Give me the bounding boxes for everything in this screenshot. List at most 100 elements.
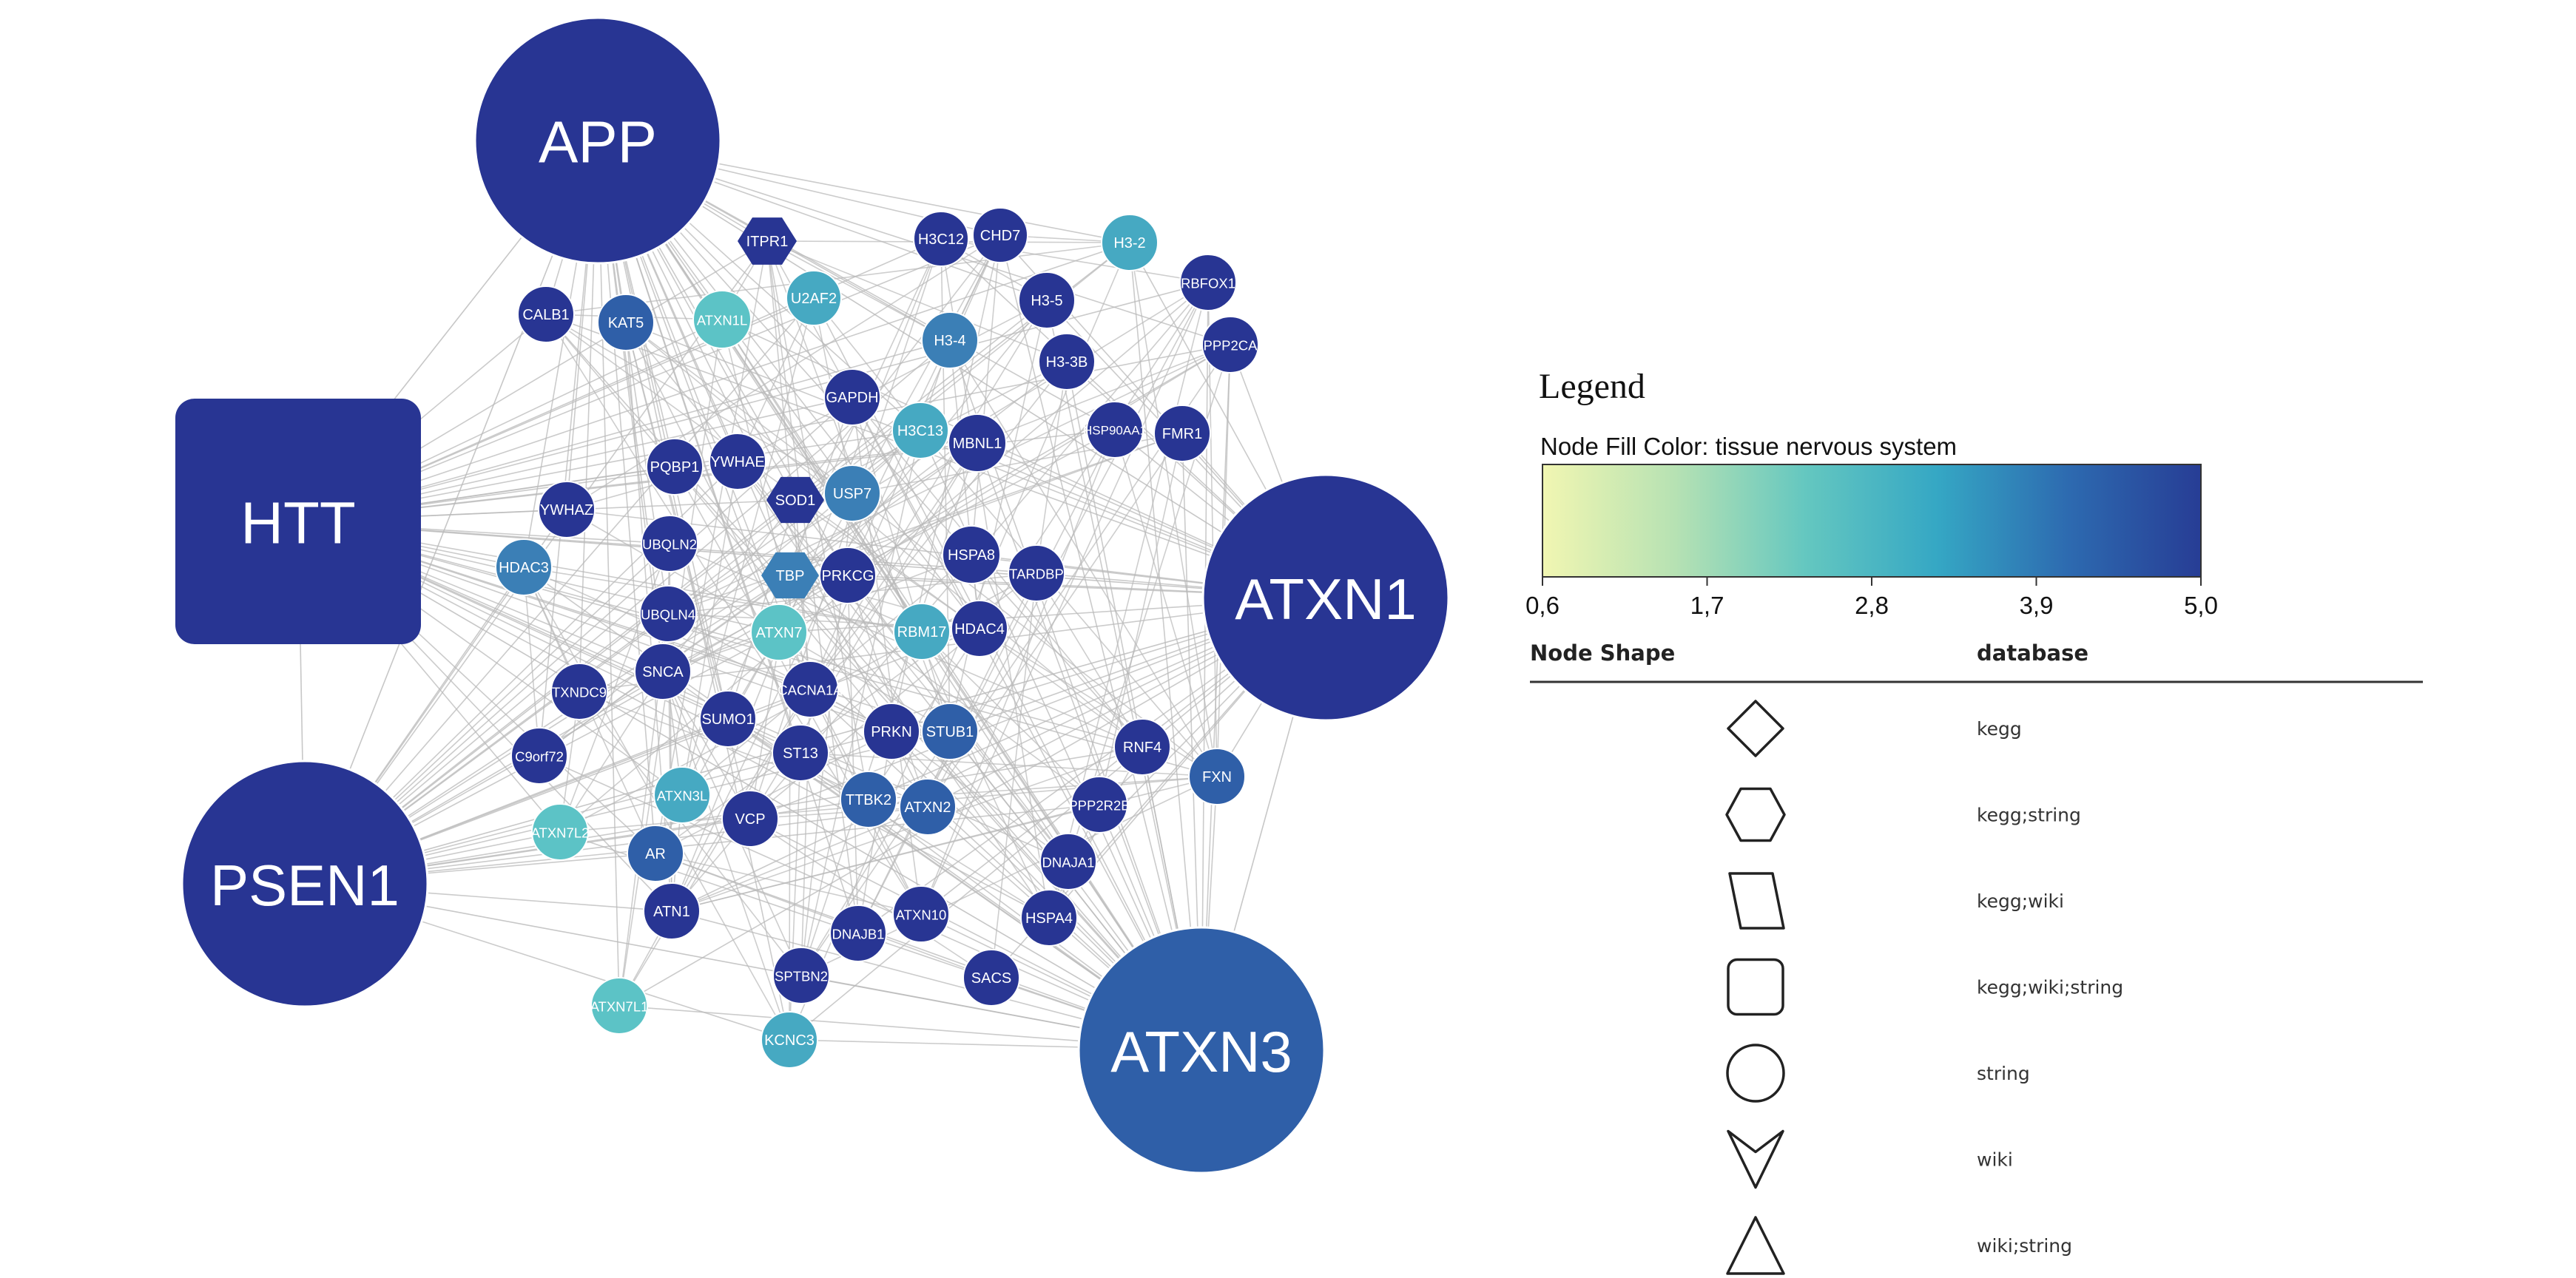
node-dnajb1[interactable]: DNAJB1	[829, 905, 887, 962]
node-stub1[interactable]: STUB1	[921, 703, 979, 760]
node-label: ATXN3L	[657, 788, 708, 804]
node-sptbn2[interactable]: SPTBN2	[772, 947, 830, 1004]
node-shape	[893, 603, 951, 660]
node-label: PQBP1	[650, 459, 700, 476]
network-edge	[671, 746, 1143, 912]
node-ywhaz[interactable]: YWHAZ	[538, 481, 596, 538]
node-prkcg[interactable]: PRKCG	[819, 547, 877, 604]
node-sod1[interactable]: SOD1	[766, 476, 824, 524]
node-chd7[interactable]: CHD7	[972, 207, 1028, 263]
node-shape	[1201, 316, 1259, 373]
node-atxn7l1[interactable]: ATXN7L1	[590, 977, 649, 1035]
network-edge	[545, 314, 1326, 598]
node-h3c12[interactable]: H3C12	[913, 211, 969, 267]
network-edge	[304, 140, 599, 885]
node-dnaja1[interactable]: DNAJA1	[1039, 833, 1097, 890]
node-atxn7l2[interactable]: ATXN7L2	[531, 803, 590, 861]
node-kat5[interactable]: KAT5	[597, 294, 655, 351]
network-edge	[545, 314, 675, 467]
node-c9orf72[interactable]: C9orf72	[510, 727, 568, 785]
node-label: AR	[645, 846, 666, 862]
node-hdac4[interactable]: HDAC4	[951, 600, 1008, 657]
node-cacna1a[interactable]: CACNA1A	[778, 660, 843, 718]
node-prkn[interactable]: PRKN	[863, 703, 920, 760]
node-ubqln4[interactable]: UBQLN4	[639, 585, 697, 643]
node-h3-3b[interactable]: H3-3B	[1038, 333, 1096, 390]
node-hdac3[interactable]: HDAC3	[495, 538, 553, 596]
node-h3-2[interactable]: H3-2	[1101, 214, 1159, 271]
node-label: H3C13	[897, 423, 943, 439]
network-edge	[991, 572, 1037, 978]
node-ubqln2[interactable]: UBQLN2	[641, 515, 698, 572]
node-shape	[1188, 748, 1246, 805]
node-h3-5[interactable]: H3-5	[1018, 271, 1076, 329]
node-ppp2ca[interactable]: PPP2CA	[1201, 316, 1259, 373]
node-label: SUMO1	[701, 711, 754, 728]
node-label: H3C12	[918, 231, 964, 248]
node-shape	[550, 663, 608, 720]
node-atxn3[interactable]: ATXN3	[1077, 926, 1326, 1174]
node-atxn7[interactable]: ATXN7	[750, 604, 808, 661]
node-app[interactable]: APP	[473, 16, 722, 265]
node-sacs[interactable]: SACS	[962, 949, 1020, 1007]
node-htt[interactable]: HTT	[175, 399, 421, 644]
node-hsp90aa1[interactable]: HSP90AA1	[1083, 401, 1147, 459]
node-atxn1l[interactable]: ATXN1L	[692, 290, 752, 349]
node-sumo1[interactable]: SUMO1	[699, 690, 757, 748]
network-edge	[813, 297, 1202, 1051]
node-txndc9[interactable]: TXNDC9	[550, 663, 608, 720]
node-h3c13[interactable]: H3C13	[891, 402, 949, 459]
node-atxn1[interactable]: ATXN1	[1201, 473, 1450, 722]
node-atxn10[interactable]: ATXN10	[892, 885, 950, 943]
node-label: FMR1	[1162, 426, 1202, 442]
node-rbm17[interactable]: RBM17	[893, 603, 951, 660]
node-h3-4[interactable]: H3-4	[921, 311, 979, 369]
node-gapdh[interactable]: GAPDH	[823, 368, 881, 426]
node-tardbp[interactable]: TARDBP	[1008, 544, 1065, 602]
node-mbnl1[interactable]: MBNL1	[948, 413, 1007, 473]
node-label: DNAJA1	[1042, 855, 1095, 870]
node-vcp[interactable]: VCP	[721, 790, 779, 848]
node-atn1[interactable]: ATN1	[643, 882, 701, 940]
network-edge	[949, 339, 1218, 777]
node-label: STUB1	[926, 724, 974, 740]
node-u2af2[interactable]: U2AF2	[786, 270, 842, 326]
node-fmr1[interactable]: FMR1	[1153, 405, 1211, 462]
node-ttbk2[interactable]: TTBK2	[840, 771, 897, 828]
network-edge	[921, 631, 1100, 805]
network-edge	[809, 442, 978, 690]
node-hspa4[interactable]: HSPA4	[1020, 889, 1078, 947]
node-shape	[899, 778, 957, 836]
node-ywhae[interactable]: YWHAE	[709, 433, 766, 490]
node-pqbp1[interactable]: PQBP1	[646, 438, 704, 496]
scale-tick-label: 3,9	[2020, 592, 2054, 619]
node-itpr1[interactable]: ITPR1	[738, 217, 797, 265]
node-psen1[interactable]: PSEN1	[181, 760, 429, 1008]
node-rnf4[interactable]: RNF4	[1113, 718, 1171, 776]
node-label: TXNDC9	[552, 685, 607, 700]
node-shape	[921, 703, 979, 760]
node-ar[interactable]: AR	[627, 825, 684, 882]
node-atxn3l[interactable]: ATXN3L	[653, 766, 711, 824]
node-label: ITPR1	[746, 234, 789, 250]
node-hspa8[interactable]: HSPA8	[942, 525, 1001, 584]
node-kcnc3[interactable]: KCNC3	[761, 1011, 818, 1069]
node-st13[interactable]: ST13	[772, 724, 829, 782]
shape-row-label: kegg;string	[1977, 805, 2081, 826]
node-shape	[646, 438, 704, 496]
node-fxn[interactable]: FXN	[1188, 748, 1246, 805]
node-rbfox1[interactable]: RBFOX1	[1179, 254, 1237, 311]
node-label: RBFOX1	[1181, 276, 1235, 291]
node-calb1[interactable]: CALB1	[517, 285, 575, 343]
node-tbp[interactable]: TBP	[761, 552, 819, 599]
node-ppp2r2b[interactable]: PPP2R2B	[1068, 776, 1130, 834]
network-edge	[809, 361, 1068, 690]
network-edge	[655, 853, 992, 978]
database-header: database	[1977, 640, 2088, 666]
network-edge	[789, 396, 853, 576]
node-atxn2[interactable]: ATXN2	[899, 778, 957, 836]
node-label: FXN	[1202, 769, 1232, 785]
node-snca[interactable]: SNCA	[634, 643, 692, 700]
node-usp7[interactable]: USP7	[823, 464, 881, 522]
node-shape	[1018, 271, 1076, 329]
